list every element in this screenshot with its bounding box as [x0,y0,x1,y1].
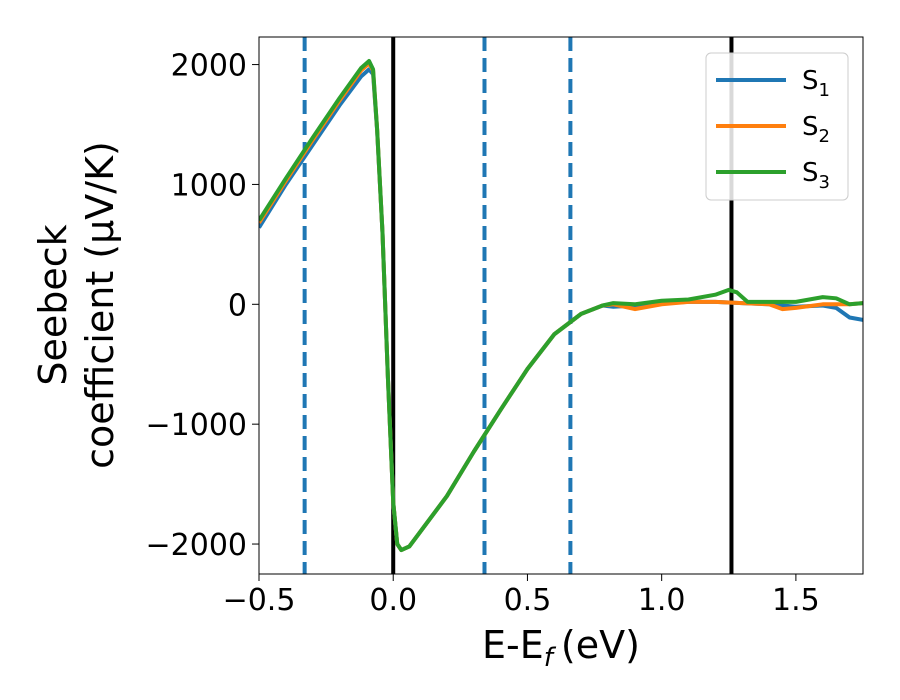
y-axis-title-line2: coefficient (μV/K) [78,141,122,469]
x-tick-label: 1.0 [638,583,686,618]
series-lines [259,58,863,553]
series-line-3 [259,58,863,553]
y-axis-title-line1: Seebeck [31,224,75,385]
axes-frame [258,36,864,575]
x-tick-label: 1.5 [772,583,820,618]
x-axis-title-sub: f [544,643,557,673]
y-tick-label: 2000 [171,49,247,84]
y-tick-label: −2000 [146,528,247,563]
legend: S1 S2 S3 [705,52,849,201]
legend-label-3: S3 [802,158,830,193]
y-axis-title: Seebeck coefficient (μV/K) [31,141,122,469]
legend-label-2: S2 [802,112,830,147]
x-tick-label: 0.0 [369,583,417,618]
x-axis-title-main: E-E [482,623,544,667]
x-tick-label: −0.5 [223,583,296,618]
legend-label-1: S1 [802,66,830,101]
y-tick-label: −1000 [146,408,247,443]
y-tick-label: 1000 [171,168,247,203]
y-axis-ticks: 2000 1000 0 −1000 −2000 [146,49,259,563]
y-tick-label: 0 [228,288,247,323]
x-tick-label: 0.5 [504,583,552,618]
x-axis-title: E-Ef (eV) [482,623,640,673]
x-axis-ticks: −0.5 0.0 0.5 1.0 1.5 [223,574,820,618]
x-axis-title-unit: (eV) [561,623,640,667]
